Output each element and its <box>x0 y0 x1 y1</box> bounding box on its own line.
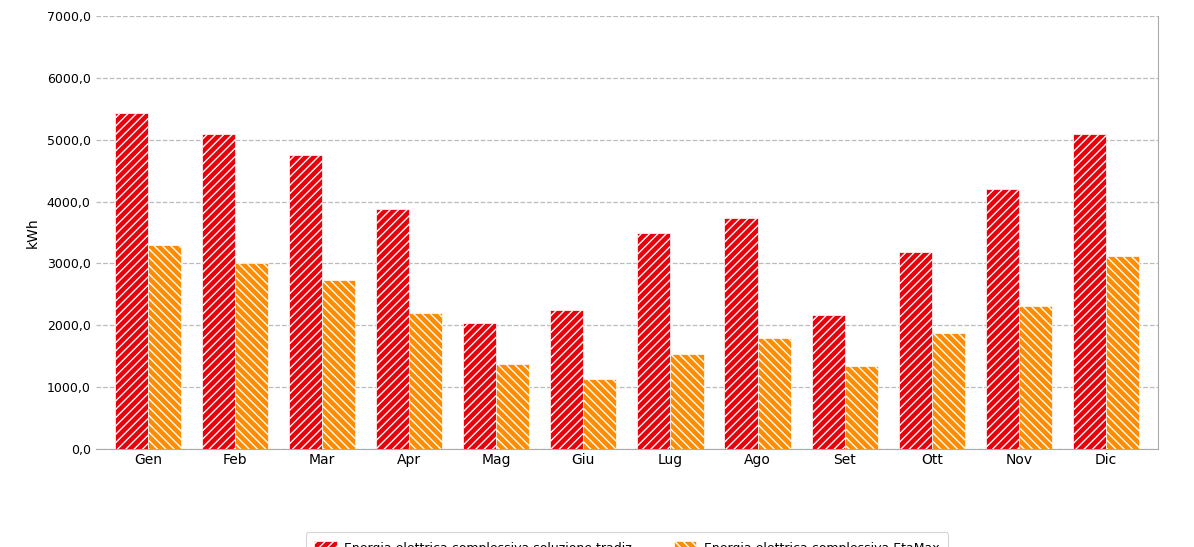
Bar <box>1106 256 1139 449</box>
Bar <box>1018 306 1052 449</box>
Bar <box>812 315 844 449</box>
Bar <box>550 310 584 449</box>
Bar <box>202 135 235 449</box>
Bar <box>289 155 322 449</box>
Bar <box>376 209 410 449</box>
Y-axis label: kWh: kWh <box>26 217 39 248</box>
Legend: Energia elettrica complessiva soluzione tradiz., Energia elettrica complessiva E: Energia elettrica complessiva soluzione … <box>306 532 948 547</box>
Bar <box>115 113 148 449</box>
Bar <box>1073 135 1106 449</box>
Bar <box>725 218 757 449</box>
Bar <box>463 323 497 449</box>
Bar <box>497 364 529 449</box>
Bar <box>235 263 267 449</box>
Bar <box>148 245 180 449</box>
Bar <box>638 233 670 449</box>
Bar <box>322 280 355 449</box>
Bar <box>931 333 965 449</box>
Bar <box>584 380 616 449</box>
Bar <box>410 313 442 449</box>
Bar <box>670 354 703 449</box>
Bar <box>986 189 1018 449</box>
Bar <box>757 338 790 449</box>
Bar <box>899 252 931 449</box>
Bar <box>844 366 878 449</box>
